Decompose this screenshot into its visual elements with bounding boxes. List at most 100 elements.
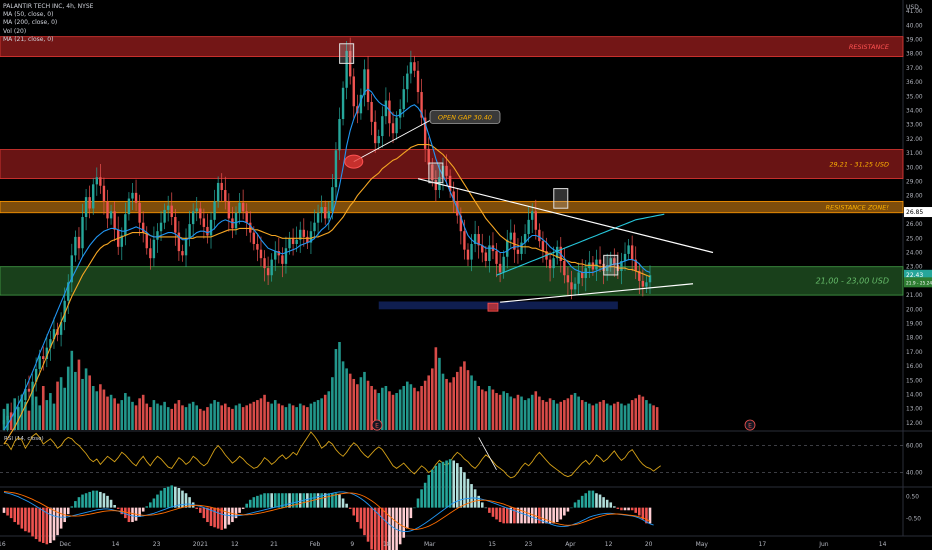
candle-body <box>620 261 623 271</box>
candle-body <box>252 232 256 244</box>
volume-bar <box>441 373 445 430</box>
candle-body <box>6 415 9 421</box>
candle-body <box>523 234 527 243</box>
legend-ma50: MA (50, close, 0) <box>3 11 54 19</box>
price-tick-label: 16.00 <box>906 364 923 370</box>
volume-bar <box>56 381 59 430</box>
price-tick-label: 19.00 <box>906 322 923 328</box>
candle-body <box>459 215 463 232</box>
volume-bar <box>613 403 616 430</box>
volume-bar <box>116 403 120 430</box>
macd-histogram-bar <box>320 493 323 508</box>
macd-histogram-bar <box>216 507 220 529</box>
candle-body <box>577 272 580 284</box>
zone-0 <box>0 36 904 57</box>
volume-bar <box>406 381 409 430</box>
candle-body <box>216 182 220 202</box>
candle-body <box>27 388 31 392</box>
chart-legend: PALANTIR TECH INC, 4h, NYSE MA (50, clos… <box>3 3 93 44</box>
macd-histogram-bar <box>74 501 77 508</box>
macd-line <box>3 491 654 533</box>
volume-bar <box>448 382 452 430</box>
macd-histogram-bar <box>502 507 505 524</box>
candle-body <box>584 268 587 279</box>
candle-body <box>266 268 270 276</box>
zone-label-3: 21,00 - 23,00 USD <box>816 276 889 285</box>
volume-bar <box>366 380 370 430</box>
volume-bar <box>645 400 648 430</box>
macd-histogram-bar <box>620 507 623 511</box>
macd-histogram-bar <box>277 493 281 508</box>
zone-label-0: RESISTANCE <box>849 43 890 51</box>
macd-histogram-bar <box>9 507 13 519</box>
candle-body <box>241 202 245 212</box>
volume-bar <box>84 368 88 430</box>
macd-histogram-bar <box>116 507 120 509</box>
volume-bar <box>416 391 420 430</box>
candle-body <box>163 209 166 223</box>
candle-body <box>156 231 159 240</box>
candle-body <box>299 229 302 240</box>
price-tick-label: 25.00 <box>906 236 923 242</box>
macd-histogram-bar <box>588 490 591 508</box>
candle-body <box>74 236 77 256</box>
candle-body <box>188 224 191 239</box>
candle-body <box>270 259 273 276</box>
macd-histogram-bar <box>473 489 477 508</box>
candle-body <box>466 249 470 260</box>
volume-bar <box>38 405 41 430</box>
macd-histogram-bar <box>341 498 345 508</box>
volume-bar <box>198 408 202 430</box>
candle-body <box>331 187 334 212</box>
volume-bar <box>127 396 131 430</box>
volume-bar <box>637 394 641 430</box>
macd-histogram-bar <box>595 493 598 508</box>
volume-bar <box>559 401 563 430</box>
candle-body <box>434 180 438 191</box>
volume-bar <box>498 394 502 430</box>
macd-histogram-bar <box>598 494 602 508</box>
time-tick-label: May <box>696 541 709 548</box>
volume-bar <box>509 396 513 430</box>
candle-body <box>495 251 498 264</box>
candle-body <box>127 198 131 215</box>
volume-bar <box>306 407 309 430</box>
candle-body <box>384 100 388 117</box>
volume-bar <box>273 400 277 430</box>
macd-histogram-bar <box>634 507 638 513</box>
macd-histogram-bar <box>281 493 284 508</box>
volume-bar <box>356 384 359 430</box>
macd-histogram-bar <box>270 493 273 508</box>
volume-bar <box>59 377 63 430</box>
volume-bar <box>231 408 234 430</box>
candle-body <box>213 201 216 220</box>
volume-bar <box>320 398 323 430</box>
candle-body <box>109 211 113 219</box>
candle-body <box>531 211 534 220</box>
volume-bar <box>466 370 470 430</box>
macd-histogram-bar <box>438 463 441 508</box>
macd-histogram-bar <box>145 506 149 508</box>
macd-histogram-bar <box>570 507 573 509</box>
volume-bar <box>284 407 288 430</box>
candle-body <box>373 121 377 144</box>
candle-body <box>316 212 320 223</box>
candle-body <box>366 69 370 102</box>
candle-body <box>95 177 98 185</box>
macd-histogram-bar <box>102 493 106 508</box>
macd-histogram-bar <box>234 507 238 519</box>
volume-bar <box>263 394 266 430</box>
volume-bar <box>259 398 263 430</box>
volume-bar <box>206 407 209 430</box>
macd-histogram-bar <box>413 507 416 509</box>
volume-bar <box>555 403 559 430</box>
macd-histogram-bar <box>88 491 91 508</box>
macd-histogram-bar <box>56 507 59 536</box>
macd-histogram-bar <box>505 507 509 524</box>
candle-body <box>249 222 252 233</box>
macd-histogram-bar <box>95 490 99 508</box>
volume-bar <box>391 394 395 430</box>
volume-bar <box>434 347 438 430</box>
volume-bar <box>427 375 431 430</box>
